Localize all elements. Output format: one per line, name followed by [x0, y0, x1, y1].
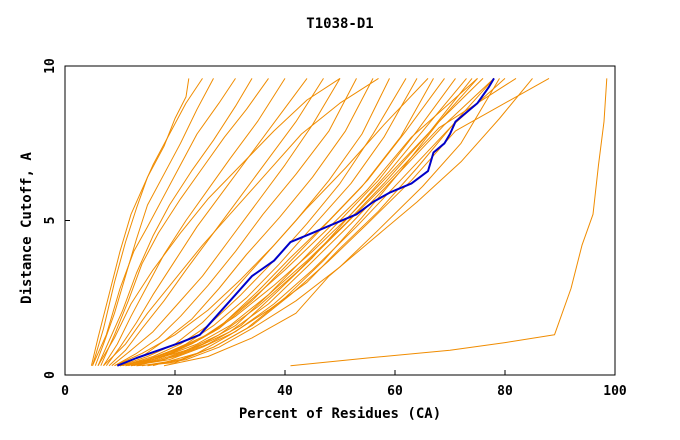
series-line — [130, 78, 506, 367]
x-tick-label: 60 — [387, 384, 403, 399]
y-tick-label: 0 — [43, 371, 58, 379]
chart-title: T1038-D1 — [306, 16, 374, 32]
series-layer — [90, 77, 608, 367]
series-line — [130, 78, 445, 367]
series-line — [97, 78, 253, 366]
series-line — [130, 78, 473, 367]
x-axis-label: Percent of Residues (CA) — [238, 406, 442, 422]
x-tick-label: 80 — [497, 384, 513, 399]
series-line — [103, 77, 379, 367]
x-tick-label: 0 — [61, 384, 69, 399]
series-line — [136, 78, 478, 367]
series-line — [114, 78, 357, 367]
series-line — [290, 78, 608, 367]
series-line — [122, 78, 407, 367]
series-line — [103, 78, 286, 366]
x-tick-label: 20 — [167, 384, 183, 399]
highlight-series-line — [116, 77, 495, 367]
series-line — [97, 77, 341, 366]
series-line — [163, 78, 533, 367]
series-line — [125, 78, 495, 367]
series-line — [117, 78, 374, 367]
series-line — [92, 78, 190, 366]
series-line — [125, 78, 418, 367]
y-tick-label: 10 — [43, 58, 58, 74]
series-line — [114, 78, 429, 367]
series-line — [90, 78, 203, 366]
series-line — [152, 78, 495, 367]
y-axis-label: Distance Cutoff, A — [19, 152, 35, 304]
series-line — [141, 78, 484, 367]
x-tick-label: 100 — [603, 384, 627, 399]
series-line — [147, 78, 500, 367]
series-line — [119, 78, 478, 367]
axis-ticks: 0 20 40 60 80 100 0 5 10 — [43, 58, 627, 399]
series-line — [92, 78, 236, 366]
x-tick-label: 40 — [277, 384, 293, 399]
series-line — [108, 78, 324, 367]
series-line — [94, 78, 214, 366]
series-line — [100, 78, 269, 366]
series-line — [105, 78, 308, 366]
y-tick-label: 5 — [43, 217, 58, 225]
series-line — [136, 78, 467, 367]
series-line — [111, 78, 341, 367]
